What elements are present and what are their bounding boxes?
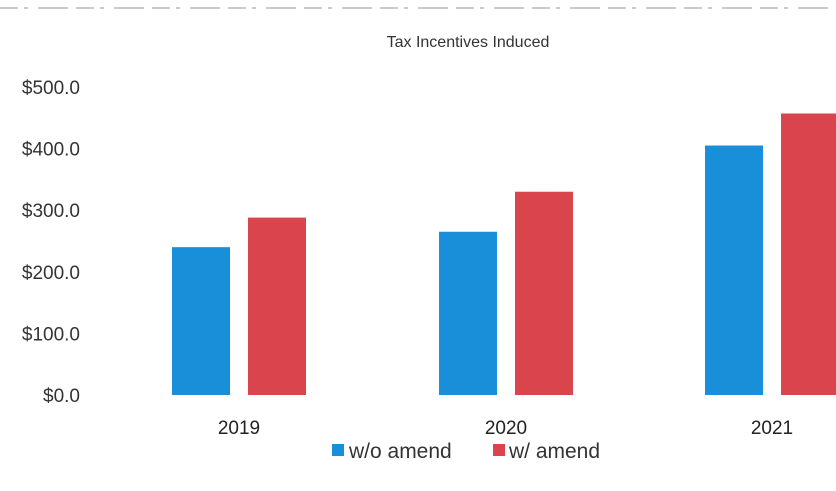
bars-group <box>172 113 836 395</box>
y-axis-tick-labels: $0.0 $100.0 $200.0 $300.0 $400.0 $500.0 <box>22 78 80 407</box>
y-tick-label: $200.0 <box>22 263 80 284</box>
legend-label-with-amend: w/ amend <box>508 440 600 463</box>
x-axis-category-labels: 2019 2020 2021 <box>218 418 793 439</box>
x-category-label: 2020 <box>485 418 527 439</box>
y-tick-label: $300.0 <box>22 201 80 222</box>
legend: w/o amend w/ amend <box>332 440 600 463</box>
legend-swatch-without-amend <box>332 444 344 456</box>
chart-title: Tax Incentives Induced <box>387 34 550 51</box>
bar-without-amend-2019 <box>172 247 230 395</box>
bar-with-amend-2019 <box>248 217 306 395</box>
y-tick-label: $500.0 <box>22 78 80 99</box>
bar-without-amend-2021 <box>705 145 763 395</box>
legend-label-without-amend: w/o amend <box>348 440 452 463</box>
y-tick-label: $100.0 <box>22 324 80 345</box>
bar-with-amend-2021 <box>781 113 836 395</box>
x-category-label: 2019 <box>218 418 260 439</box>
y-tick-label: $400.0 <box>22 140 80 161</box>
bar-with-amend-2020 <box>515 191 573 395</box>
x-category-label: 2021 <box>751 418 793 439</box>
legend-swatch-with-amend <box>493 444 505 456</box>
bar-without-amend-2020 <box>439 231 497 395</box>
y-tick-label: $0.0 <box>43 386 80 407</box>
